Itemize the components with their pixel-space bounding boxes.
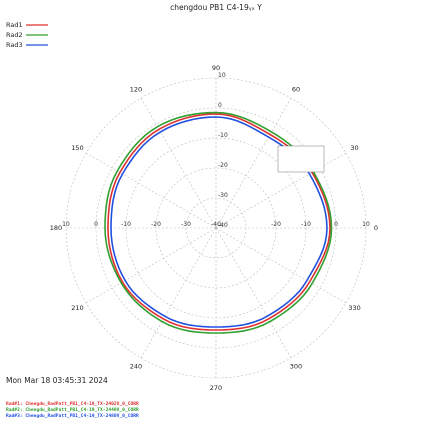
angle-label-150: 150 xyxy=(71,144,83,152)
footer-line-1: Rad#1: Chengdu_RadPatt_PB1_C4-19_TX-2402… xyxy=(6,401,139,407)
radial-label-right-2: 0 xyxy=(334,221,338,228)
radial-label-right-3: 10 xyxy=(362,221,370,228)
legend-label-3: Rad3 xyxy=(6,41,23,49)
legend: Rad1 Rad2 Rad3 xyxy=(6,21,48,49)
angle-label-120: 120 xyxy=(130,85,142,93)
legend-label-1: Rad1 xyxy=(6,21,23,29)
angle-tick-labels: 0 30 60 90 120 150 180 210 240 270 300 330 xyxy=(50,64,378,392)
chart-title: chengdou PB1 C4-19ᵧₓ Y xyxy=(170,3,262,12)
angle-label-240: 240 xyxy=(130,363,142,371)
radial-label-3: -20 xyxy=(218,162,228,169)
footer-file-list: Rad#1: Chengdu_RadPatt_PB1_C4-19_TX-2402… xyxy=(6,401,139,419)
angle-label-270: 270 xyxy=(210,384,222,392)
angle-label-210: 210 xyxy=(71,304,83,312)
angle-label-180: 180 xyxy=(50,224,62,232)
radial-label-5: -40 xyxy=(218,222,228,229)
radial-label-right-1: -10 xyxy=(301,221,311,228)
grid-spoke-60 xyxy=(215,97,292,229)
cursor-box xyxy=(277,145,325,173)
grid-spoke-150 xyxy=(85,152,217,229)
series-line-2 xyxy=(104,111,333,334)
series-line-1 xyxy=(107,113,331,331)
radial-label-left-4: -30 xyxy=(181,221,191,228)
radial-tick-labels: 10 0 -10 -20 -30 -40 10 0 -10 -20 -30 -40 -20 -10 0 10 xyxy=(62,72,370,229)
angle-label-60: 60 xyxy=(292,85,300,93)
polar-grid xyxy=(65,77,367,379)
series-group xyxy=(104,111,333,334)
radial-label-1: 0 xyxy=(218,102,222,109)
radial-label-left-1: 0 xyxy=(94,221,98,228)
radial-label-0: 10 xyxy=(218,72,226,79)
angle-label-0: 0 xyxy=(374,224,378,232)
angle-label-300: 300 xyxy=(290,363,302,371)
series-line-3 xyxy=(110,116,328,328)
footer-line-2: Rad#2: Chengdu_RadPatt_PB1_C4-19_TX-2440… xyxy=(6,407,139,413)
grid-spoke-210 xyxy=(85,227,217,304)
radial-label-4: -30 xyxy=(218,192,228,199)
grid-spoke-300 xyxy=(215,227,292,359)
grid-spoke-330 xyxy=(215,227,347,304)
angle-label-90: 90 xyxy=(212,64,220,72)
radial-label-left-5: -40 xyxy=(211,221,221,228)
legend-label-2: Rad2 xyxy=(6,31,23,39)
grid-spoke-120 xyxy=(140,97,217,229)
radial-label-left-0: 10 xyxy=(62,221,70,228)
angle-label-330: 330 xyxy=(348,304,360,312)
radial-label-2: -10 xyxy=(218,132,228,139)
radial-label-left-3: -20 xyxy=(151,221,161,228)
radial-label-right-0: -20 xyxy=(271,221,281,228)
footer-line-3: Rad#3: Chengdu_RadPatt_PB1_C4-19_TX-2480… xyxy=(6,413,139,419)
grid-spoke-30 xyxy=(215,152,347,229)
angle-label-30: 30 xyxy=(350,144,358,152)
grid-spoke-240 xyxy=(140,227,217,359)
timestamp: Mon Mar 18 03:45:31 2024 xyxy=(6,376,108,385)
radial-label-left-2: -10 xyxy=(121,221,131,228)
